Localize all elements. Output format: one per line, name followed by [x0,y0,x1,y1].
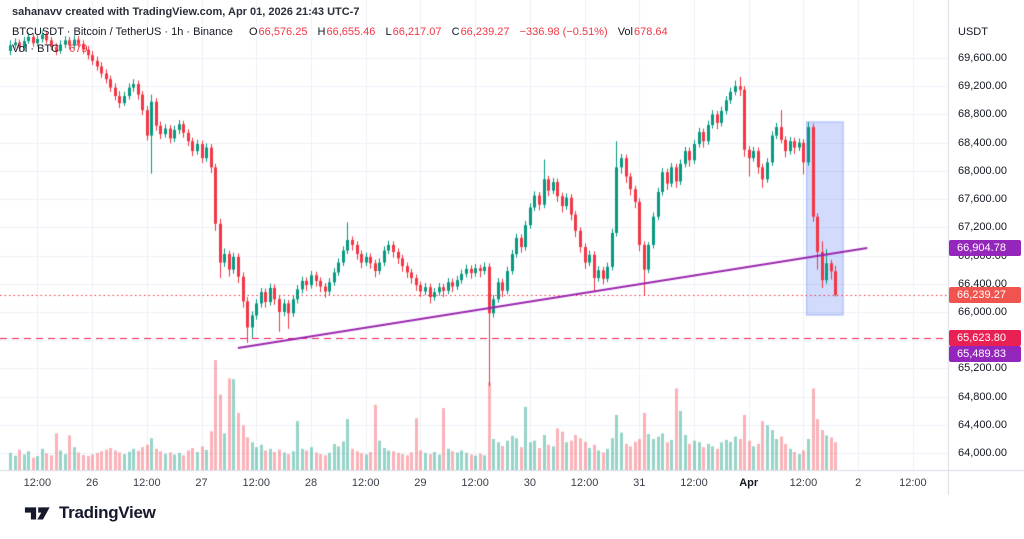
volume-value: 678.64 [634,26,668,38]
watermark-text: sahanavv created with TradingView.com, A… [12,6,360,18]
time-tick-label: 12:00 [242,477,270,489]
time-tick-label: 12:00 [789,477,818,489]
close-value: 66,239.27 [460,26,510,38]
time-tick-label: Apr [739,477,759,489]
price-badge: 66,239.27 [949,287,1021,304]
time-tick-label: 12:00 [461,477,489,489]
volume-study-value: 679 [69,43,88,55]
price-tick-label: 67,600.00 [958,193,1007,206]
time-tick-label: 12:00 [680,477,708,489]
symbol-title[interactable]: BTCUSDT · Bitcoin / TetherUS · 1h · Bina… [12,26,233,38]
high-label: H [317,26,326,38]
price-tick-label: 68,000.00 [958,164,1007,177]
price-tick-label: 64,400.00 [958,418,1007,431]
price-tick-label: 69,200.00 [958,80,1007,93]
low-label: L [385,26,392,38]
time-tick-label: 29 [414,477,427,489]
price-badge: 66,904.78 [949,240,1021,257]
legend-row-main: BTCUSDT · Bitcoin / TetherUS · 1h · Bina… [12,24,668,41]
open-value: 66,576.25 [258,26,308,38]
time-tick-label: 12:00 [23,477,52,489]
time-tick-label: 12:00 [351,477,380,489]
price-badge: 65,489.83 [949,345,1021,362]
price-axis[interactable]: USDT 69,600.00 69,200.00 68,800.00 68,400.0… [948,0,1024,470]
high-value: 66,655.46 [326,26,376,38]
time-tick-label: 12:00 [570,477,599,489]
change-value: −336.98 (−0.51%) [519,26,608,38]
price-tick-label: 68,400.00 [958,136,1007,149]
volume-label: Vol [617,26,633,38]
time-tick-label: 26 [85,477,99,489]
time-tick-label: 27 [195,477,208,489]
time-tick-label: 12:00 [899,477,927,489]
legend: BTCUSDT · Bitcoin / TetherUS · 1h · Bina… [12,24,668,58]
price-tick-label: 69,600.00 [958,52,1007,64]
time-tick-label: 31 [633,477,646,489]
price-tick-label: 65,200.00 [958,362,1007,375]
close-label: C [451,26,460,38]
low-value: 66,217.07 [392,26,442,38]
legend-row-volume: Vol · BTC 679 [12,41,668,58]
open-label: O [248,26,258,38]
currency-label: USDT [958,26,988,38]
price-tick-label: 68,800.00 [958,108,1007,121]
price-tick-label: 66,400.00 [958,277,1007,290]
time-tick-label: 28 [304,477,318,489]
time-tick-label: 12:00 [133,477,161,489]
volume-study-label[interactable]: Vol · BTC [12,43,60,55]
tradingview-logo[interactable]: TradingView [24,503,156,523]
price-tick-label: 66,000.00 [958,305,1007,318]
price-tick-label: 64,800.00 [958,390,1007,403]
tradingview-logo-icon [24,507,50,520]
tradingview-logo-text: TradingView [59,503,156,522]
time-tick-label: 30 [523,477,536,489]
time-tick-label: 2 [855,477,862,489]
time-axis[interactable]: 12:00 26 12:00 27 12:00 28 12:00 29 12:00 30 12:00… [0,471,948,495]
price-badge: 65,623.80 [949,330,1021,347]
price-tick-label: 67,200.00 [958,221,1007,234]
price-tick-label: 64,000.00 [958,447,1007,459]
